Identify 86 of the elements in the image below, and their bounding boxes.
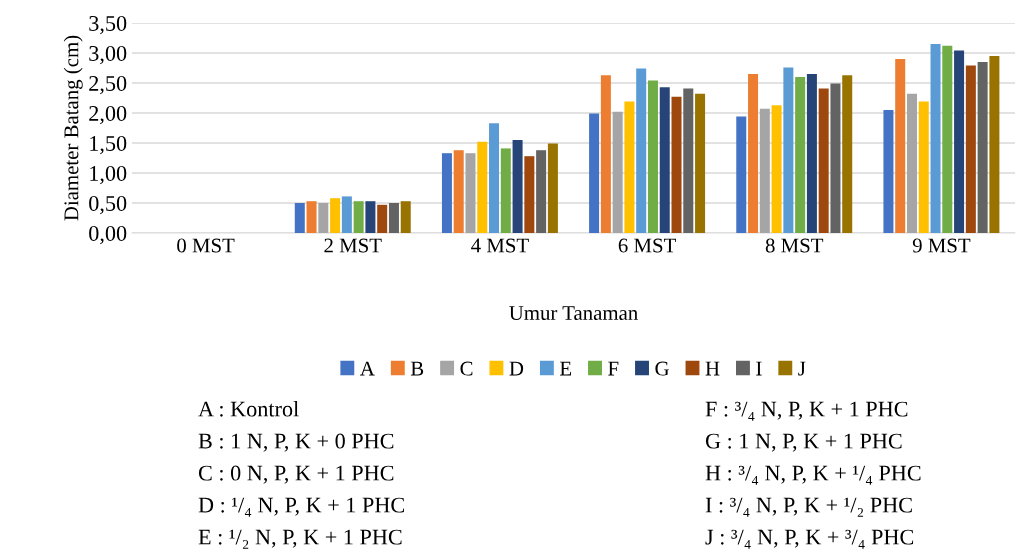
y-tick-label: 0,00 (89, 225, 127, 245)
bar (695, 93, 706, 233)
y-tick-label: 1,00 (90, 165, 127, 185)
bar (977, 62, 988, 233)
bar (671, 96, 682, 233)
legend-label: H (705, 361, 720, 376)
legend-label: C (460, 361, 473, 376)
y-tick-label: 3,50 (89, 15, 127, 35)
x-tick-label: 0 MST (177, 238, 235, 253)
y-tick-label: 0,50 (89, 195, 127, 215)
bar (536, 150, 547, 233)
text: E : ¹/₂ N, P, K + 1 PHC (198, 529, 402, 549)
bar (453, 150, 464, 233)
bar (388, 203, 399, 233)
bar (512, 140, 523, 233)
bar (330, 198, 341, 233)
bar (547, 143, 558, 233)
bar (636, 68, 647, 233)
bar (895, 59, 906, 233)
bar (659, 87, 670, 233)
bar (965, 65, 976, 233)
bar (736, 116, 747, 233)
bar (930, 44, 941, 233)
bar (318, 203, 329, 233)
text: I : ³/₄ N, P, K + ¹/₂ PHC (705, 497, 912, 517)
y-tick-label: 1,50 (90, 135, 127, 155)
bar (647, 80, 658, 233)
bar (771, 105, 782, 233)
legend-label: B (410, 361, 424, 376)
x-tick-label: 4 MST (471, 238, 529, 253)
bar (683, 88, 694, 233)
bar (477, 141, 488, 233)
text: J : ³/₄ N, P, K + ³/₄ PHC (705, 529, 914, 549)
x-tick-label: 8 MST (765, 238, 824, 253)
text: C : 0 N, P, K + 1 PHC (198, 465, 394, 484)
legend-label: D (509, 361, 524, 376)
legend-label: E (559, 361, 572, 376)
bar (989, 56, 1000, 233)
text: D : ¹/₄ N, P, K + 1 PHC (198, 497, 404, 517)
legend-label: F (608, 361, 619, 376)
x-tick-label: 9 MST (912, 238, 971, 253)
y-tick-label: 2,00 (89, 105, 127, 125)
text: G : 1 N, P, K + 1 PHC (705, 433, 902, 452)
bar (954, 50, 965, 233)
bar (589, 113, 600, 233)
bar (830, 83, 841, 233)
y-tick-label: 2,50 (89, 75, 127, 95)
bar (353, 201, 364, 233)
legend-label: I (756, 361, 762, 376)
bar (842, 75, 853, 233)
text: A : Kontrol (198, 400, 299, 417)
bar (612, 111, 623, 233)
bar (906, 93, 917, 233)
text: F : ³/₄ N, P, K + 1 PHC (705, 401, 908, 421)
bar (377, 204, 388, 233)
bar (489, 123, 500, 233)
bar (441, 153, 452, 233)
legend-label: J (798, 361, 806, 376)
bar (942, 45, 953, 233)
bar (795, 77, 806, 233)
text: H : ³/₄ N, P, K + ¹/₄ PHC (705, 465, 921, 485)
bar (400, 201, 411, 233)
bar (918, 101, 929, 233)
x-axis-title: Umur Tanaman (509, 306, 638, 321)
bar (600, 75, 611, 233)
bar (365, 201, 376, 233)
legend-label: A (360, 361, 375, 376)
bar (465, 153, 476, 233)
bar (294, 203, 305, 233)
bar (306, 201, 317, 233)
y-axis-title: Diameter Batang (cm) (63, 35, 83, 221)
bar (759, 108, 770, 233)
x-tick-label: 2 MST (324, 238, 382, 253)
x-tick-label: 6 MST (618, 238, 676, 253)
legend-label: G (655, 361, 669, 376)
bar (883, 110, 894, 233)
bar (818, 88, 829, 233)
text: B : 1 N, P, K + 0 PHC (198, 433, 394, 452)
bar (624, 101, 635, 233)
bar (500, 148, 511, 233)
bar (806, 74, 817, 233)
bar (748, 74, 759, 233)
bar (524, 156, 535, 233)
bar (783, 67, 794, 233)
y-tick-label: 3,00 (89, 45, 127, 65)
bar (341, 196, 352, 233)
